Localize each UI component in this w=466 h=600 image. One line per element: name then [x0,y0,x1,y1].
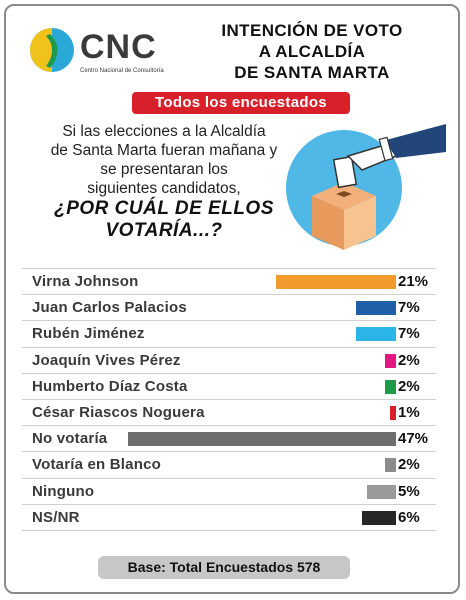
bar [384,380,396,394]
question-line: de Santa Marta fueran mañana y [50,142,278,159]
value-label: 2% [398,456,420,473]
bar [390,406,396,420]
value-label: 47% [398,430,429,447]
row-divider [22,399,436,400]
category-label: Juan Carlos Palacios [32,299,187,316]
cnc-logo-icon [30,28,74,72]
question-line: siguientes candidatos, [87,180,241,197]
ballot-box-illustration [286,124,446,250]
chart-row: Votaría en Blanco 2% [0,452,466,478]
logo-subtitle: Centro Nacional de Consultoría [80,68,164,74]
row-divider [22,504,436,505]
title-line: A ALCALDÍA [258,42,366,61]
logo-text: CNC [80,28,157,66]
value-label: 2% [398,378,420,395]
chart-row: Ninguno 5% [0,479,466,505]
bar [128,432,396,446]
title-line: DE SANTA MARTA [234,63,390,82]
category-label: Virna Johnson [32,273,139,290]
category-label: Votaría en Blanco [32,456,161,473]
row-divider [22,268,436,269]
row-divider [22,320,436,321]
row-divider [22,294,436,295]
row-divider [22,478,436,479]
value-label: 6% [398,509,420,526]
chart-row: NS/NR 6% [0,505,466,531]
category-label: Joaquín Vives Pérez [32,352,181,369]
sample-base-footer: Base: Total Encuestados 578 [98,556,350,579]
bar [361,511,396,525]
bar [367,485,396,499]
bar [356,327,396,341]
audience-banner: Todos los encuestados [132,92,350,114]
survey-question: Si las elecciones a la Alcaldía de Santa… [22,122,306,242]
category-label: NS/NR [32,509,80,526]
row-divider [22,451,436,452]
question-emphasis: ¿POR CUÁL DE ELLOS [54,198,274,219]
value-label: 7% [398,299,420,316]
category-label: Humberto Díaz Costa [32,378,188,395]
bar [384,354,396,368]
question-line: se presentaran los [100,161,228,178]
question-line: Si las elecciones a la Alcaldía [62,123,266,140]
cnc-logo: CNC Centro Nacional de Consultoría [18,18,170,82]
title-line: INTENCIÓN DE VOTO [221,21,403,40]
bar [356,301,396,315]
chart-row: Humberto Díaz Costa 2% [0,374,466,400]
category-label: Ninguno [32,483,95,500]
chart-row: Virna Johnson 21% [0,269,466,295]
chart-row: No votaría 47% [0,426,466,452]
page-title: INTENCIÓN DE VOTO A ALCALDÍA DE SANTA MA… [192,20,432,83]
category-label: No votaría [32,430,108,447]
category-label: Rubén Jiménez [32,325,145,342]
value-label: 1% [398,404,420,421]
bar [384,458,396,472]
chart-row: Juan Carlos Palacios 7% [0,295,466,321]
category-label: César Riascos Noguera [32,404,205,421]
row-divider [22,347,436,348]
value-label: 21% [398,273,429,290]
chart-row: Joaquín Vives Pérez 2% [0,348,466,374]
question-emphasis: VOTARÍA...? [105,220,223,241]
row-divider [22,530,436,531]
chart-row: César Riascos Noguera 1% [0,400,466,426]
value-label: 7% [398,325,420,342]
row-divider [22,373,436,374]
chart-row: Rubén Jiménez 7% [0,321,466,347]
value-label: 5% [398,483,420,500]
row-divider [22,425,436,426]
value-label: 2% [398,352,420,369]
bar [276,275,396,289]
